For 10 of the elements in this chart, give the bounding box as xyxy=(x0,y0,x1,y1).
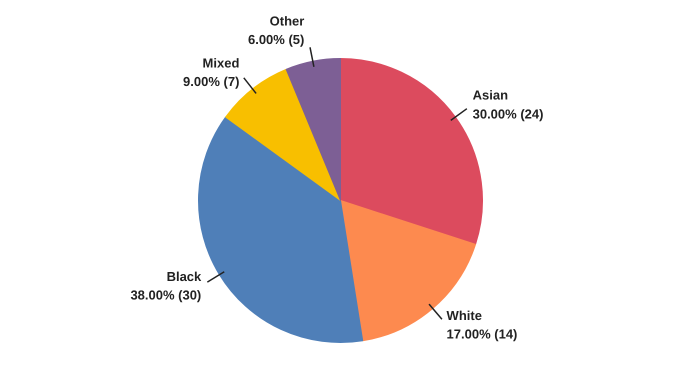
data-label: 17.00% (14) xyxy=(446,326,518,342)
slice-label: Other xyxy=(270,13,304,28)
slice-label: Black xyxy=(166,268,202,284)
data-label: 9.00% (7) xyxy=(183,74,240,90)
slice-label: White xyxy=(446,308,482,323)
data-label: 6.00% (5) xyxy=(248,32,304,48)
data-label: 30.00% (24) xyxy=(472,106,544,122)
slice-label: Mixed xyxy=(202,55,240,70)
data-label: 38.00% (30) xyxy=(130,288,202,303)
slice-label: Asian xyxy=(472,88,508,103)
